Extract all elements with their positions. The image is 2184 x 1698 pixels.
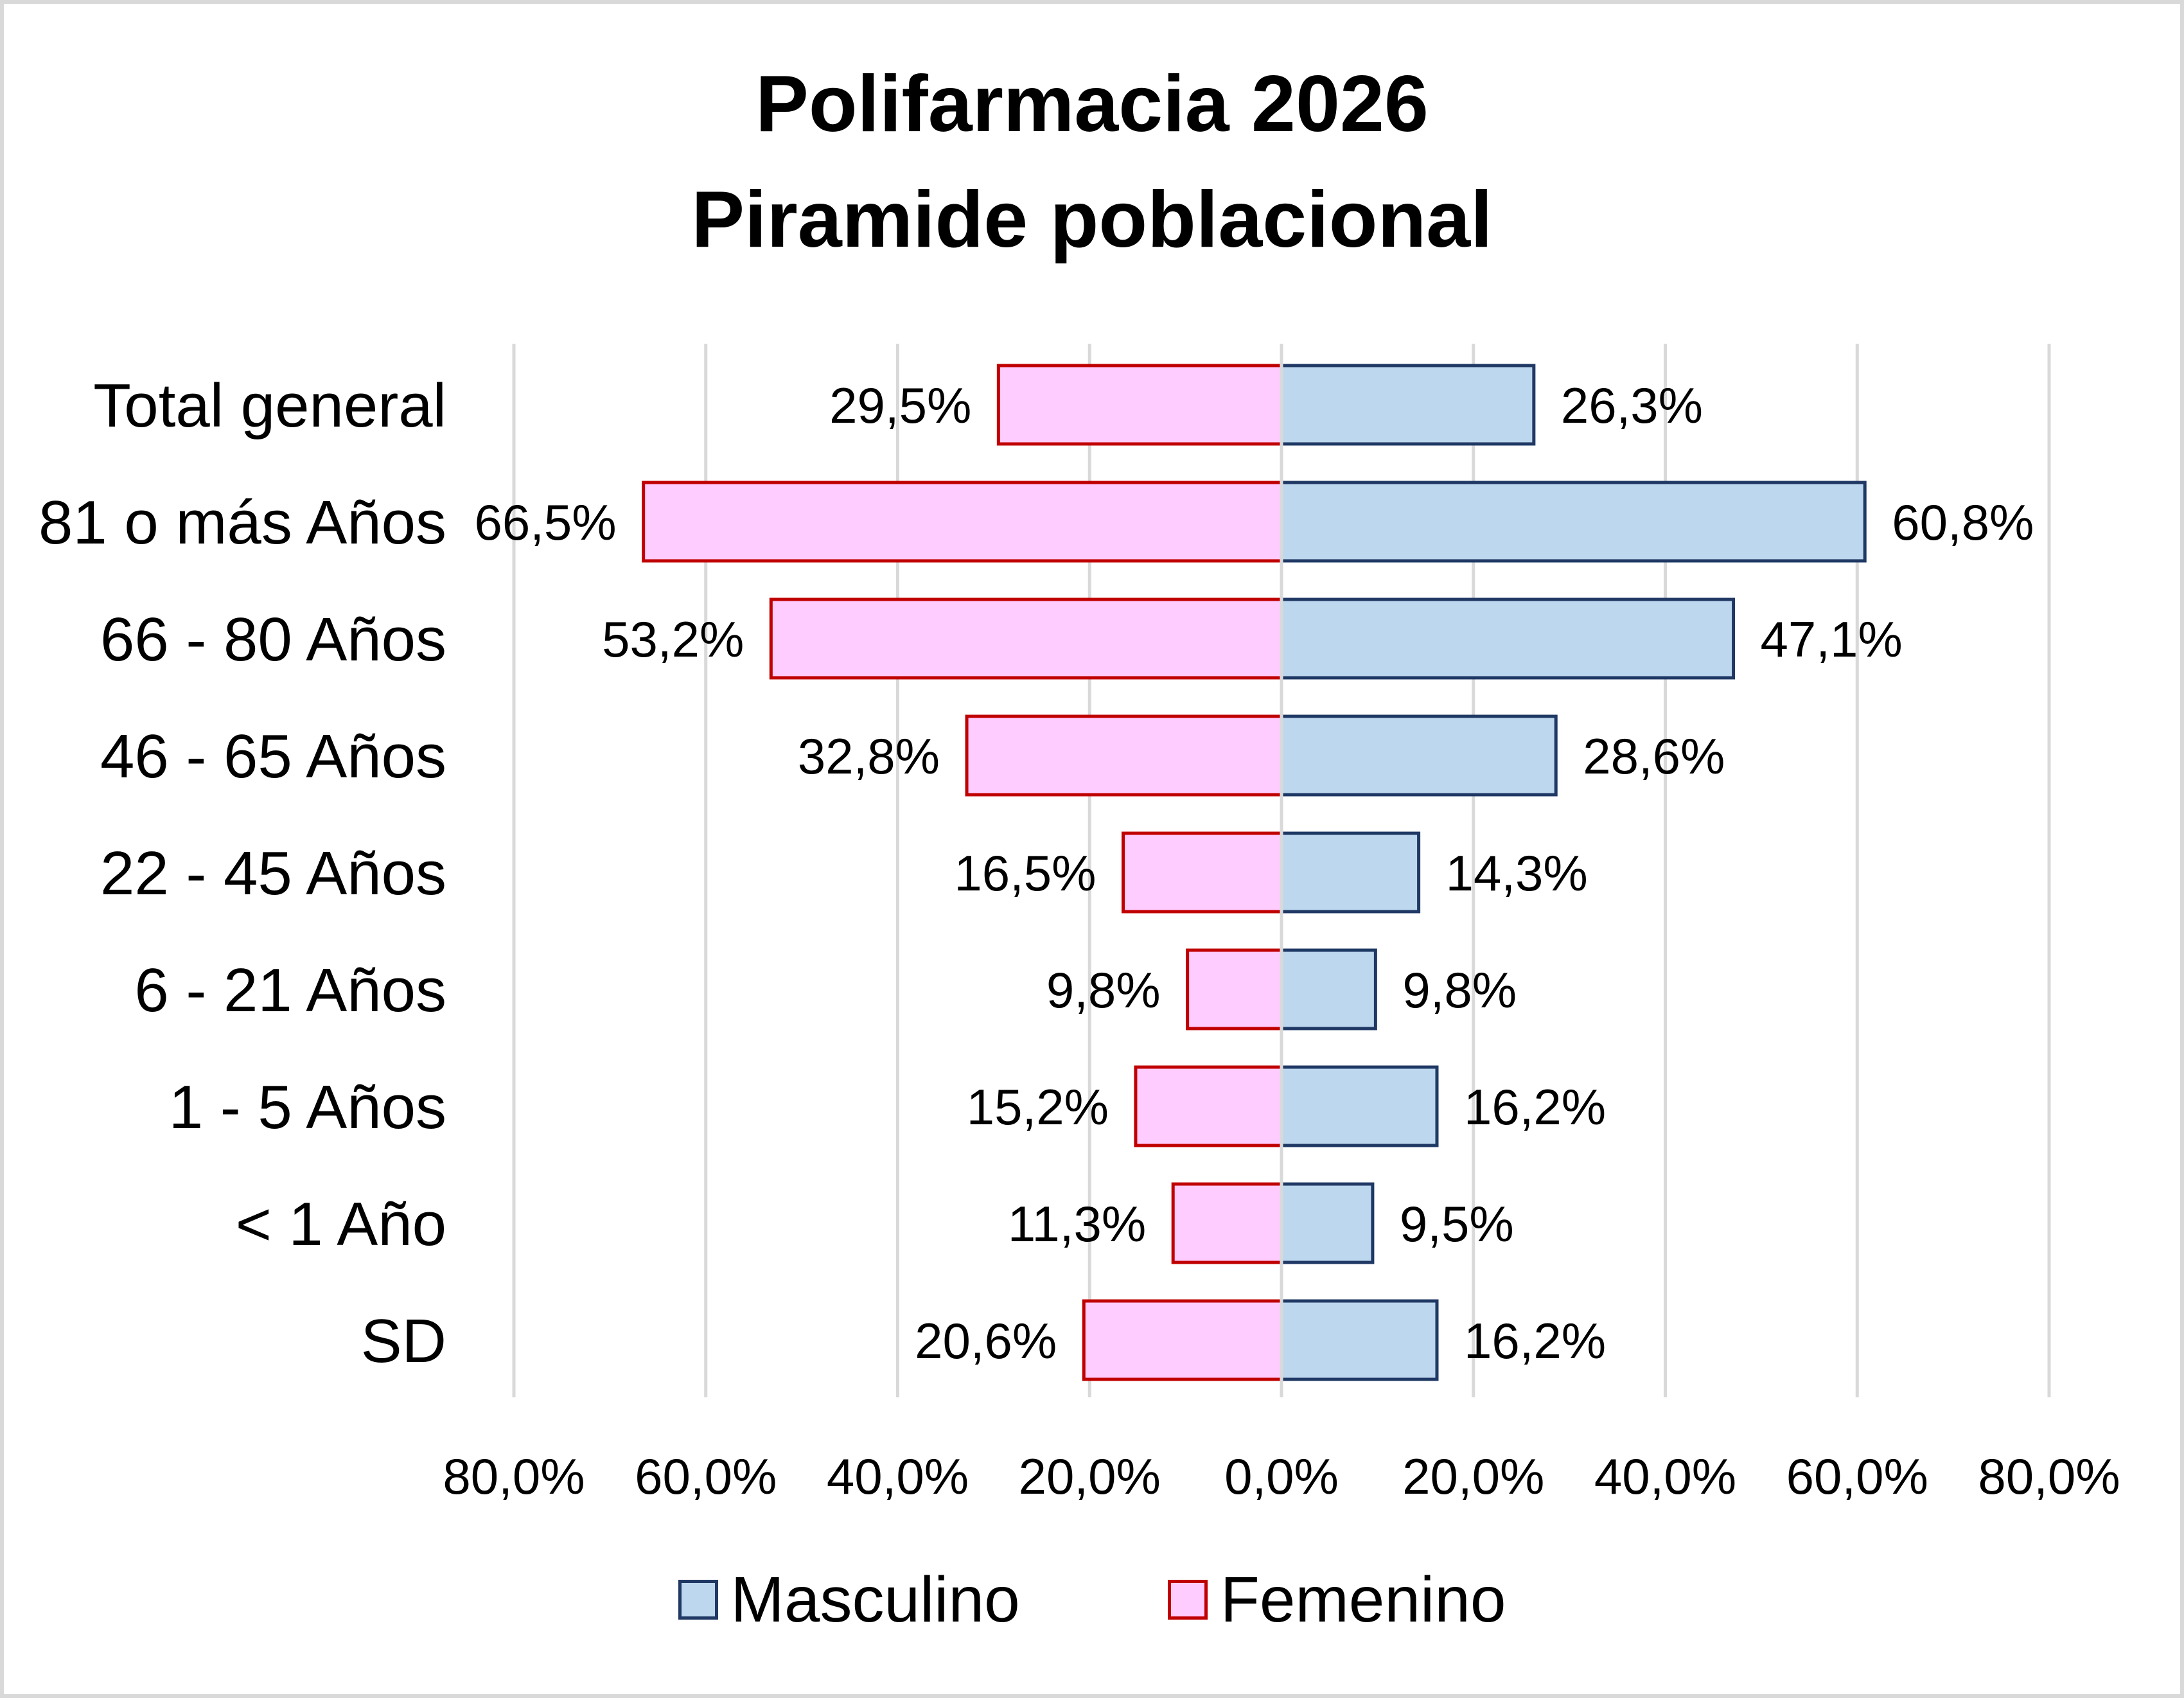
category-label: 46 - 65 Años: [100, 722, 446, 791]
data-label-femenino: 32,8%: [798, 728, 940, 784]
data-label-femenino: 9,8%: [1046, 962, 1161, 1018]
data-label-masculino: 16,2%: [1464, 1079, 1606, 1135]
data-label-femenino: 11,3%: [1008, 1196, 1146, 1252]
category-label: 1 - 5 Años: [169, 1073, 446, 1142]
data-label-femenino: 29,5%: [829, 377, 971, 434]
bar-masculino: [1280, 831, 1421, 914]
bar-masculino: [1280, 481, 1867, 563]
data-label-masculino: 60,8%: [1892, 494, 2034, 551]
x-tick-label: 40,0%: [1594, 1448, 1736, 1505]
data-label-femenino: 16,5%: [954, 845, 1096, 901]
data-label-masculino: 26,3%: [1561, 377, 1703, 434]
legend-item-masculino: Masculino: [678, 1563, 1020, 1637]
x-tick-label: 60,0%: [1786, 1448, 1928, 1505]
data-label-femenino: 20,6%: [915, 1313, 1057, 1369]
x-tick-label: 60,0%: [635, 1448, 777, 1505]
x-tick-label: 0,0%: [1224, 1448, 1339, 1505]
data-label-femenino: 53,2%: [602, 611, 744, 668]
data-label-masculino: 47,1%: [1761, 611, 1903, 668]
legend-label-femenino: Femenino: [1220, 1563, 1506, 1636]
bar-masculino: [1280, 1065, 1439, 1147]
category-label: 6 - 21 Años: [134, 956, 446, 1025]
data-label-masculino: 16,2%: [1464, 1313, 1606, 1369]
legend-swatch-femenino: [1167, 1580, 1208, 1620]
category-label: < 1 Año: [236, 1190, 446, 1259]
bar-femenino: [965, 714, 1283, 797]
bar-femenino: [1134, 1065, 1283, 1147]
data-label-masculino: 9,5%: [1400, 1196, 1514, 1252]
bar-masculino: [1280, 364, 1536, 446]
x-tick-label: 40,0%: [827, 1448, 969, 1505]
category-label: 22 - 45 Años: [100, 839, 446, 908]
bar-masculino: [1280, 597, 1736, 680]
x-tick-label: 80,0%: [1978, 1448, 2120, 1505]
category-label: 66 - 80 Años: [100, 605, 446, 674]
bar-masculino: [1280, 1299, 1439, 1381]
bar-femenino: [1186, 948, 1283, 1030]
data-label-femenino: 66,5%: [474, 494, 616, 551]
bar-femenino: [1171, 1182, 1283, 1264]
data-label-masculino: 28,6%: [1583, 728, 1725, 784]
data-label-femenino: 15,2%: [967, 1079, 1109, 1135]
bar-femenino: [642, 481, 1283, 563]
bar-femenino: [1122, 831, 1283, 914]
data-label-masculino: 9,8%: [1402, 962, 1517, 1018]
chart-subtitle: Piramide poblacional: [691, 175, 1493, 264]
bar-femenino: [996, 364, 1283, 446]
legend-item-femenino: Femenino: [1167, 1563, 1506, 1637]
category-label: Total general: [93, 371, 446, 440]
x-tick-label: 20,0%: [1019, 1448, 1161, 1505]
data-label-masculino: 14,3%: [1446, 845, 1588, 901]
category-label: 81 o más Años: [39, 488, 446, 557]
bar-masculino: [1280, 1182, 1375, 1264]
legend-swatch-masculino: [678, 1580, 718, 1620]
x-tick-label: 80,0%: [443, 1448, 585, 1505]
category-label: SD: [361, 1307, 446, 1375]
x-tick-label: 20,0%: [1402, 1448, 1544, 1505]
bar-masculino: [1280, 714, 1558, 797]
bar-femenino: [769, 597, 1283, 680]
chart-title: Polifarmacia 2026: [755, 60, 1429, 148]
bar-femenino: [1082, 1299, 1283, 1381]
bar-masculino: [1280, 948, 1377, 1030]
legend: Masculino Femenino: [0, 1555, 2184, 1645]
legend-label-masculino: Masculino: [730, 1563, 1020, 1636]
